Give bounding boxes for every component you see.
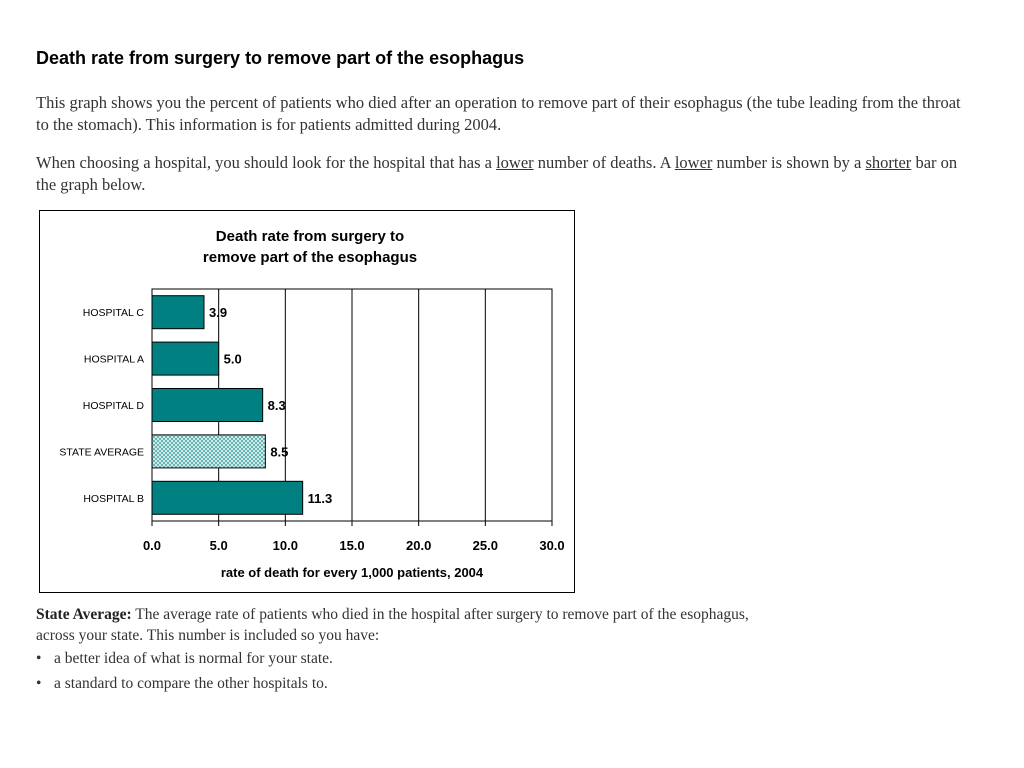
x-tick-label: 0.0 — [143, 538, 161, 553]
bar-hospital-d — [151, 388, 264, 422]
bullet-icon: • — [36, 675, 42, 692]
guidance-text-4: bar on the graph below. — [36, 153, 958, 194]
state-average-note: State Average: The average rate of patie… — [36, 604, 756, 646]
emphasis-lower-2: lower — [674, 153, 713, 172]
list-item: • a better idea of what is normal for you… — [36, 648, 333, 669]
chart-title-line-2: remove part of the esophagus — [203, 249, 417, 266]
guidance-text-1: When choosing a hospital, you should loo… — [36, 153, 497, 172]
list-item: • a standard to compare the other hospita… — [36, 673, 333, 694]
chart-title-line-1: Death rate from surgery to — [216, 228, 404, 245]
state-average-term: State Average: — [36, 606, 132, 623]
value-label: 3.9 — [209, 305, 227, 320]
state-average-definition: The average rate of patients who died in… — [36, 606, 749, 644]
intro-paragraph: This graph shows you the percent of pati… — [36, 93, 961, 134]
value-label: 8.5 — [270, 444, 288, 459]
bar-hospital-c — [151, 295, 205, 330]
guidance-paragraph: When choosing a hospital, you should loo… — [36, 152, 976, 196]
bar-hospital-a — [151, 341, 220, 376]
bar-chart: Death rate from surgery to remove part o… — [59, 228, 564, 580]
category-label: HOSPITAL A — [84, 354, 144, 366]
x-tick-label: 25.0 — [473, 538, 498, 553]
list-item-text: a standard to compare the other hospital… — [54, 675, 328, 692]
bar-state-average — [151, 434, 266, 469]
category-label: STATE AVERAGE — [59, 446, 144, 458]
x-tick-label: 30.0 — [539, 538, 564, 553]
guidance-text-3: number is shown by a — [712, 153, 866, 172]
chart-container: Death rate from surgery to remove part o… — [39, 210, 575, 593]
emphasis-lower-1: lower — [496, 153, 534, 172]
bullet-icon: • — [36, 650, 42, 667]
value-label: 11.3 — [308, 491, 333, 506]
list-item-text: a better idea of what is normal for your… — [54, 650, 333, 667]
x-tick-label: 15.0 — [339, 538, 364, 553]
reason-list: • a better idea of what is normal for you… — [36, 648, 333, 698]
x-tick-label: 5.0 — [210, 538, 228, 553]
category-label: HOSPITAL B — [83, 493, 144, 505]
x-tick-label: 10.0 — [273, 538, 298, 553]
value-label: 8.3 — [268, 398, 286, 413]
x-tick-label: 20.0 — [406, 538, 431, 553]
emphasis-shorter: shorter — [865, 153, 912, 172]
bar-hospital-b — [151, 480, 304, 515]
guidance-text-2: number of deaths. A — [533, 153, 675, 172]
category-label: HOSPITAL C — [83, 307, 145, 319]
x-axis-title: rate of death for every 1,000 patients, … — [221, 565, 484, 580]
value-label: 5.0 — [224, 352, 242, 367]
page-title: Death rate from surgery to remove part o… — [36, 48, 525, 68]
category-label: HOSPITAL D — [83, 400, 145, 412]
